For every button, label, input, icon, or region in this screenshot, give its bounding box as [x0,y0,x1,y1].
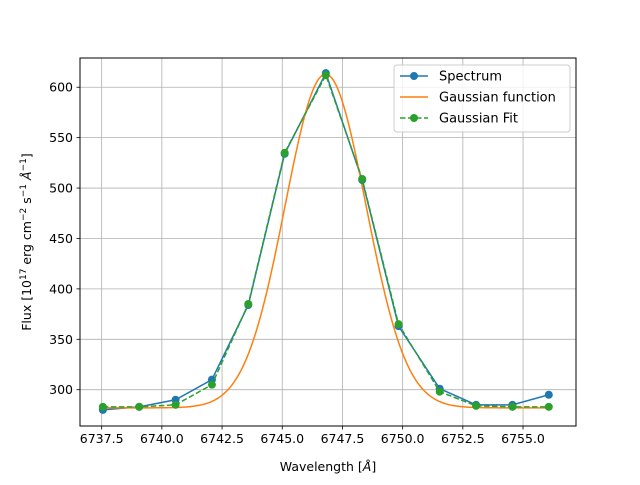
gaussian-fit-point [358,174,367,183]
legend-entry-spectrum: Spectrum [400,70,502,85]
gaussian-fit-point [544,402,553,411]
x-axis-label: Wavelength [Å] [280,459,376,474]
legend-entry-gaussian-function: Gaussian function [400,91,556,106]
legend-marker [410,72,418,80]
y-tick-label: 350 [49,332,73,347]
legend-label: Spectrum [439,70,502,85]
legend: Spectrum Gaussian function Gaussian Fit [393,64,571,133]
x-tick-label: 6737.5 [80,431,124,446]
gaussian-fit-point [508,402,517,411]
gaussian-fit-point [394,320,403,329]
y-tick-label: 450 [49,231,73,246]
y-tick-label: 550 [49,130,73,145]
x-tick-label: 6742.5 [200,431,244,446]
gaussian-fit-point [171,400,180,409]
gaussian-fit-point [207,380,216,389]
x-tick-label: 6752.5 [441,431,485,446]
series-layer [98,69,553,414]
y-axis-label: Flux [1017 erg cm−2 s−1 Å−1] [19,153,34,331]
gaussian-fit-point [472,401,481,410]
spectrum-point [544,390,553,399]
axis-ticks: 6737.5 6740.0 6742.5 6745.0 6747.5 6750.0 6752… [49,80,545,446]
gaussian-fit-point [280,148,289,157]
gaussian-fit-point [135,402,144,411]
legend-marker [410,114,418,122]
y-tick-label: 500 [49,181,73,196]
y-tick-label: 600 [49,80,73,95]
x-tick-label: 6747.5 [321,431,365,446]
legend-box [393,64,571,133]
x-tick-label: 6750.0 [381,431,425,446]
x-tick-label: 6755.0 [501,431,545,446]
legend-label: Gaussian function [439,91,556,106]
x-tick-label: 6745.0 [260,431,304,446]
gaussian-fit-point [98,402,107,411]
plot-frame [79,57,577,427]
y-tick-label: 400 [49,281,73,296]
legend-entry-gaussian-fit: Gaussian Fit [400,112,518,127]
gaussian-fit-point [321,71,330,80]
gaussian-fit-point [435,387,444,396]
legend-label: Gaussian Fit [439,112,518,127]
y-tick-label: 300 [49,382,73,397]
x-tick-label: 6740.0 [140,431,184,446]
gaussian-fit-point [244,300,253,309]
